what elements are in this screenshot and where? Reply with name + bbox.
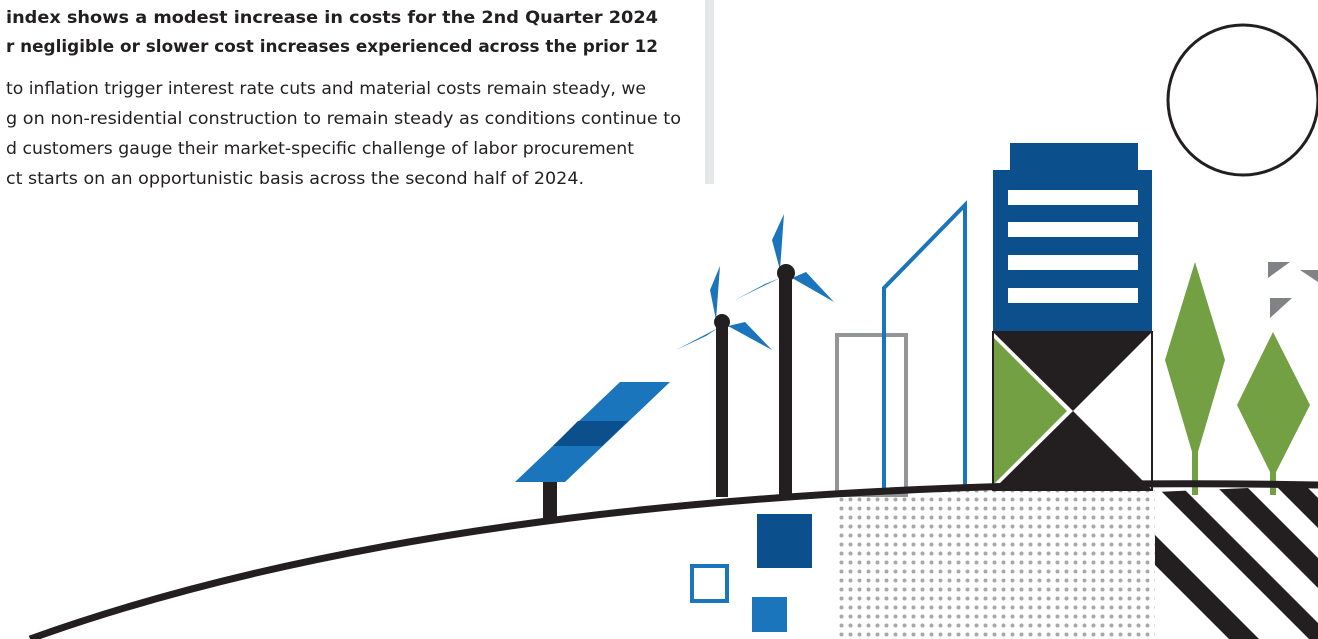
body-line: d customers gauge their market-specific …: [6, 139, 634, 159]
bold-line: index shows a modest increase in costs f…: [6, 8, 658, 28]
side-rule: [705, 0, 714, 184]
illustration: [28, 23, 1318, 639]
text-block: index shows a modest increase in costs f…: [6, 8, 681, 189]
body-line: ct starts on an opportunistic basis acro…: [6, 169, 584, 189]
bold-line: r negligible or slower cost increases ex…: [6, 37, 658, 57]
body-line: to inflation trigger interest rate cuts …: [6, 79, 646, 99]
body-line: g on non-residential construction to rem…: [6, 109, 681, 129]
